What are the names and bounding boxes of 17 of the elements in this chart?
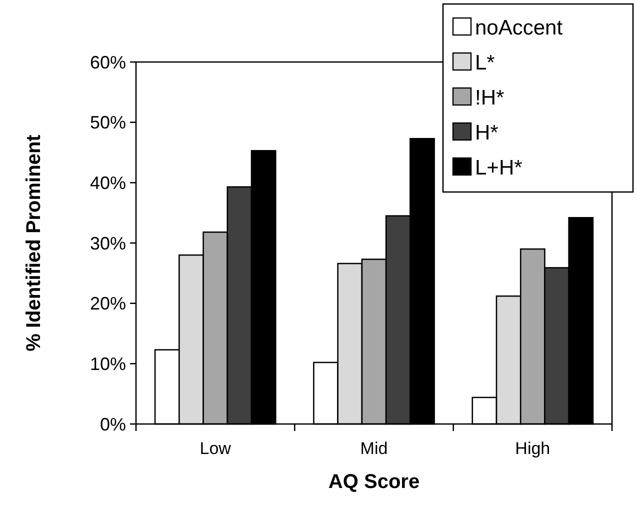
legend-label: L* <box>475 51 495 74</box>
x-tick-label: Low <box>200 439 232 458</box>
x-tick-label: High <box>515 439 550 458</box>
y-tick-label: 40% <box>90 172 126 193</box>
legend-label: noAccent <box>475 16 563 40</box>
x-axis-title: AQ Score <box>328 471 420 493</box>
y-tick-label: 50% <box>90 112 126 133</box>
legend-label: !H* <box>475 86 504 110</box>
y-tick-label: 20% <box>90 294 126 314</box>
y-tick-label: 60% <box>90 52 126 72</box>
y-tick-label: 30% <box>90 233 126 254</box>
y-tick-label: 10% <box>90 354 126 374</box>
y-axis-title: % Identified Prominent <box>23 134 45 352</box>
legend-label: L+H* <box>475 156 522 180</box>
legend-label: H* <box>475 121 498 144</box>
x-tick-label: Mid <box>360 439 388 458</box>
y-tick-label: 0% <box>100 414 126 434</box>
